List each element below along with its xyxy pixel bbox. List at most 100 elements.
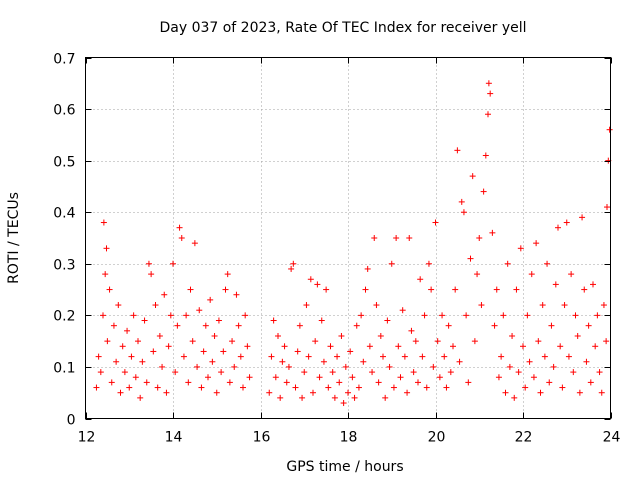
data-point xyxy=(397,374,404,381)
data-point xyxy=(454,147,461,154)
data-point xyxy=(246,374,253,381)
data-point xyxy=(388,260,395,267)
data-point xyxy=(334,353,341,360)
data-point xyxy=(415,379,421,386)
y-axis-ticks: 0 0.1 0.2 0.3 0.4 0.5 0.6 0.7 xyxy=(53,52,611,429)
y-tick-label: 0.5 xyxy=(53,155,75,171)
data-point xyxy=(487,90,494,97)
data-point xyxy=(345,389,351,396)
data-point xyxy=(509,332,516,339)
x-tick-label: 18 xyxy=(340,430,358,446)
data-point xyxy=(163,389,170,396)
data-point xyxy=(412,338,419,345)
data-point xyxy=(310,389,316,396)
data-point xyxy=(303,302,310,309)
data-point xyxy=(132,374,139,381)
data-point xyxy=(314,281,321,288)
data-point xyxy=(463,312,470,319)
data-point xyxy=(139,358,146,365)
data-point xyxy=(104,338,111,345)
data-point xyxy=(165,343,172,350)
data-point xyxy=(390,384,397,391)
data-point xyxy=(570,369,577,376)
y-tick-label: 0.6 xyxy=(53,103,75,119)
data-point xyxy=(478,302,485,309)
data-point xyxy=(522,384,529,391)
data-point xyxy=(594,312,601,319)
data-point xyxy=(445,322,452,329)
data-point xyxy=(568,271,575,278)
data-point xyxy=(380,353,386,360)
data-point xyxy=(535,338,542,345)
data-point xyxy=(320,358,327,365)
data-point xyxy=(187,286,194,293)
data-point xyxy=(141,317,148,324)
data-point xyxy=(434,338,441,345)
data-point xyxy=(491,322,498,329)
data-point xyxy=(520,343,526,350)
data-point xyxy=(366,343,373,350)
data-point xyxy=(579,214,586,221)
data-point xyxy=(548,322,555,329)
y-tick-label: 0.1 xyxy=(53,361,75,377)
data-point xyxy=(342,363,349,370)
data-point xyxy=(460,209,467,216)
data-point xyxy=(423,384,430,391)
data-point xyxy=(358,312,365,319)
data-point xyxy=(410,369,417,376)
data-point xyxy=(215,317,222,324)
data-point xyxy=(106,286,113,293)
data-point xyxy=(329,369,336,376)
data-point xyxy=(598,389,605,396)
data-point xyxy=(117,389,124,396)
data-point xyxy=(154,384,161,391)
data-point xyxy=(432,219,439,226)
data-point xyxy=(307,276,314,283)
data-point xyxy=(513,286,520,293)
data-point xyxy=(338,332,345,339)
data-point xyxy=(305,353,312,360)
data-point xyxy=(474,271,481,278)
data-point xyxy=(498,353,505,360)
data-point xyxy=(373,302,380,309)
data-point xyxy=(555,224,561,231)
x-tick-label: 16 xyxy=(253,430,271,446)
data-point xyxy=(603,338,610,345)
data-point xyxy=(585,322,592,329)
data-point xyxy=(539,302,546,309)
data-point xyxy=(194,363,201,370)
data-point xyxy=(482,152,489,159)
data-point xyxy=(417,276,424,283)
data-point xyxy=(355,384,362,391)
data-point xyxy=(480,188,487,195)
data-point xyxy=(285,363,292,370)
data-point xyxy=(581,286,588,293)
data-point xyxy=(592,343,599,350)
data-point xyxy=(113,358,120,365)
data-point xyxy=(401,353,408,360)
data-point xyxy=(198,384,205,391)
data-point xyxy=(596,369,603,376)
data-point xyxy=(504,260,511,267)
data-point xyxy=(103,245,110,252)
data-point xyxy=(167,312,174,319)
data-point xyxy=(395,343,402,350)
data-point xyxy=(126,384,133,391)
data-point xyxy=(489,229,496,236)
data-point xyxy=(115,302,122,309)
data-point xyxy=(93,384,100,391)
data-point xyxy=(231,363,238,370)
data-point xyxy=(312,338,319,345)
data-point xyxy=(220,348,227,355)
data-point xyxy=(404,389,411,396)
data-point xyxy=(515,369,522,376)
x-tick-label: 12 xyxy=(78,430,96,446)
data-point xyxy=(353,322,360,329)
data-point xyxy=(572,312,579,319)
data-point xyxy=(447,369,454,376)
data-point xyxy=(428,286,435,293)
x-tick-label: 14 xyxy=(165,430,183,446)
data-point xyxy=(288,265,295,272)
data-point xyxy=(408,327,415,334)
